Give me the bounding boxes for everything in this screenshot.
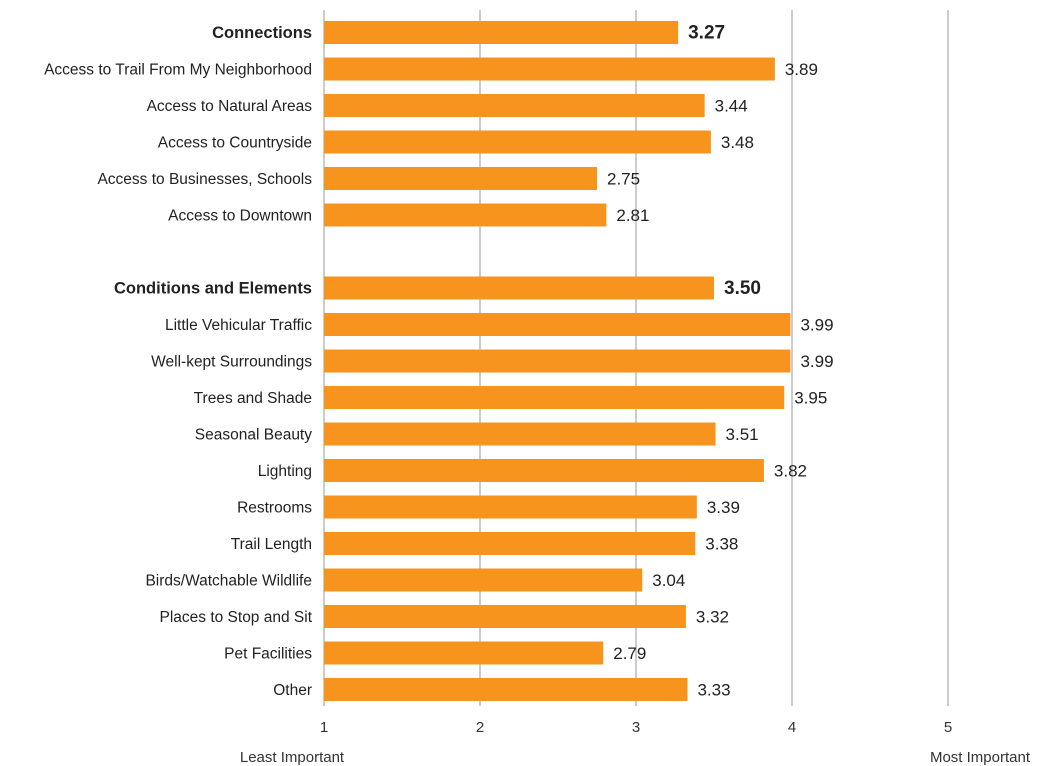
category-label: Access to Downtown [168,208,312,225]
category-label: Access to Businesses, Schools [97,171,312,188]
value-label: 2.75 [607,170,640,189]
value-label: 3.99 [800,352,833,371]
bar [324,349,791,373]
bar [324,532,696,555]
bar [324,386,785,409]
value-label: 3.32 [696,608,729,627]
category-label: Restrooms [237,500,312,517]
group-average-bar [324,21,679,44]
x-tick-label: 2 [476,719,484,736]
category-label: Little Vehicular Traffic [165,317,312,334]
value-label: 3.39 [707,498,740,517]
category-label: Places to Stop and Sit [159,609,312,626]
x-tick-label: 1 [320,719,328,736]
x-tick-label: 4 [788,719,796,736]
value-label: 3.33 [697,681,730,700]
category-label: Other [273,682,312,699]
bar [324,57,775,81]
value-label: 3.95 [794,389,827,408]
category-label: Seasonal Beauty [195,427,312,444]
bar [324,130,711,154]
bar [324,641,604,665]
group-average-value-label: 3.27 [688,23,725,44]
bar [324,422,716,446]
group-average-value-label: 3.50 [724,278,761,299]
value-label: 2.81 [616,206,649,225]
category-label: Trail Length [231,536,312,553]
category-label: Access to Natural Areas [147,98,313,115]
bar [324,313,791,336]
value-label: 3.44 [715,97,748,116]
bar [324,568,643,592]
bar [324,605,686,628]
category-label: Well-kept Surroundings [151,354,312,371]
bar [324,94,705,117]
category-label: Lighting [258,463,312,480]
x-axis-ticks: 1 2 3 4 5 [320,719,952,736]
value-label: 3.48 [721,133,754,152]
x-axis-min-label: Least Important [240,749,345,766]
bars [324,21,791,701]
group-average-bar [324,276,714,300]
value-label: 3.89 [785,60,818,79]
value-label: 3.99 [800,316,833,335]
value-label: 3.38 [705,535,738,554]
category-labels: Connections Access to Trail From My Neigh… [44,24,313,699]
category-label: Trees and Shade [194,390,312,407]
value-label: 3.04 [652,571,685,590]
category-label: Birds/Watchable Wildlife [145,573,312,590]
value-label: 3.82 [774,462,807,481]
category-label: Access to Countryside [158,135,312,152]
bar [324,495,697,519]
x-tick-label: 5 [944,719,952,736]
category-label: Access to Trail From My Neighborhood [44,62,312,79]
value-label: 2.79 [613,644,646,663]
x-axis-max-label: Most Important [930,749,1031,766]
bar [324,678,688,701]
category-label: Pet Facilities [224,646,312,663]
value-labels: 3.27 3.89 3.44 3.48 2.75 2.81 3.50 3.99 3.99 3.95… [607,23,834,700]
bar [324,459,764,482]
bar [324,167,597,190]
bar [324,203,607,227]
x-tick-label: 3 [632,719,640,736]
value-label: 3.51 [726,425,759,444]
group-header-label: Connections [212,24,312,42]
group-header-label: Conditions and Elements [114,280,312,298]
